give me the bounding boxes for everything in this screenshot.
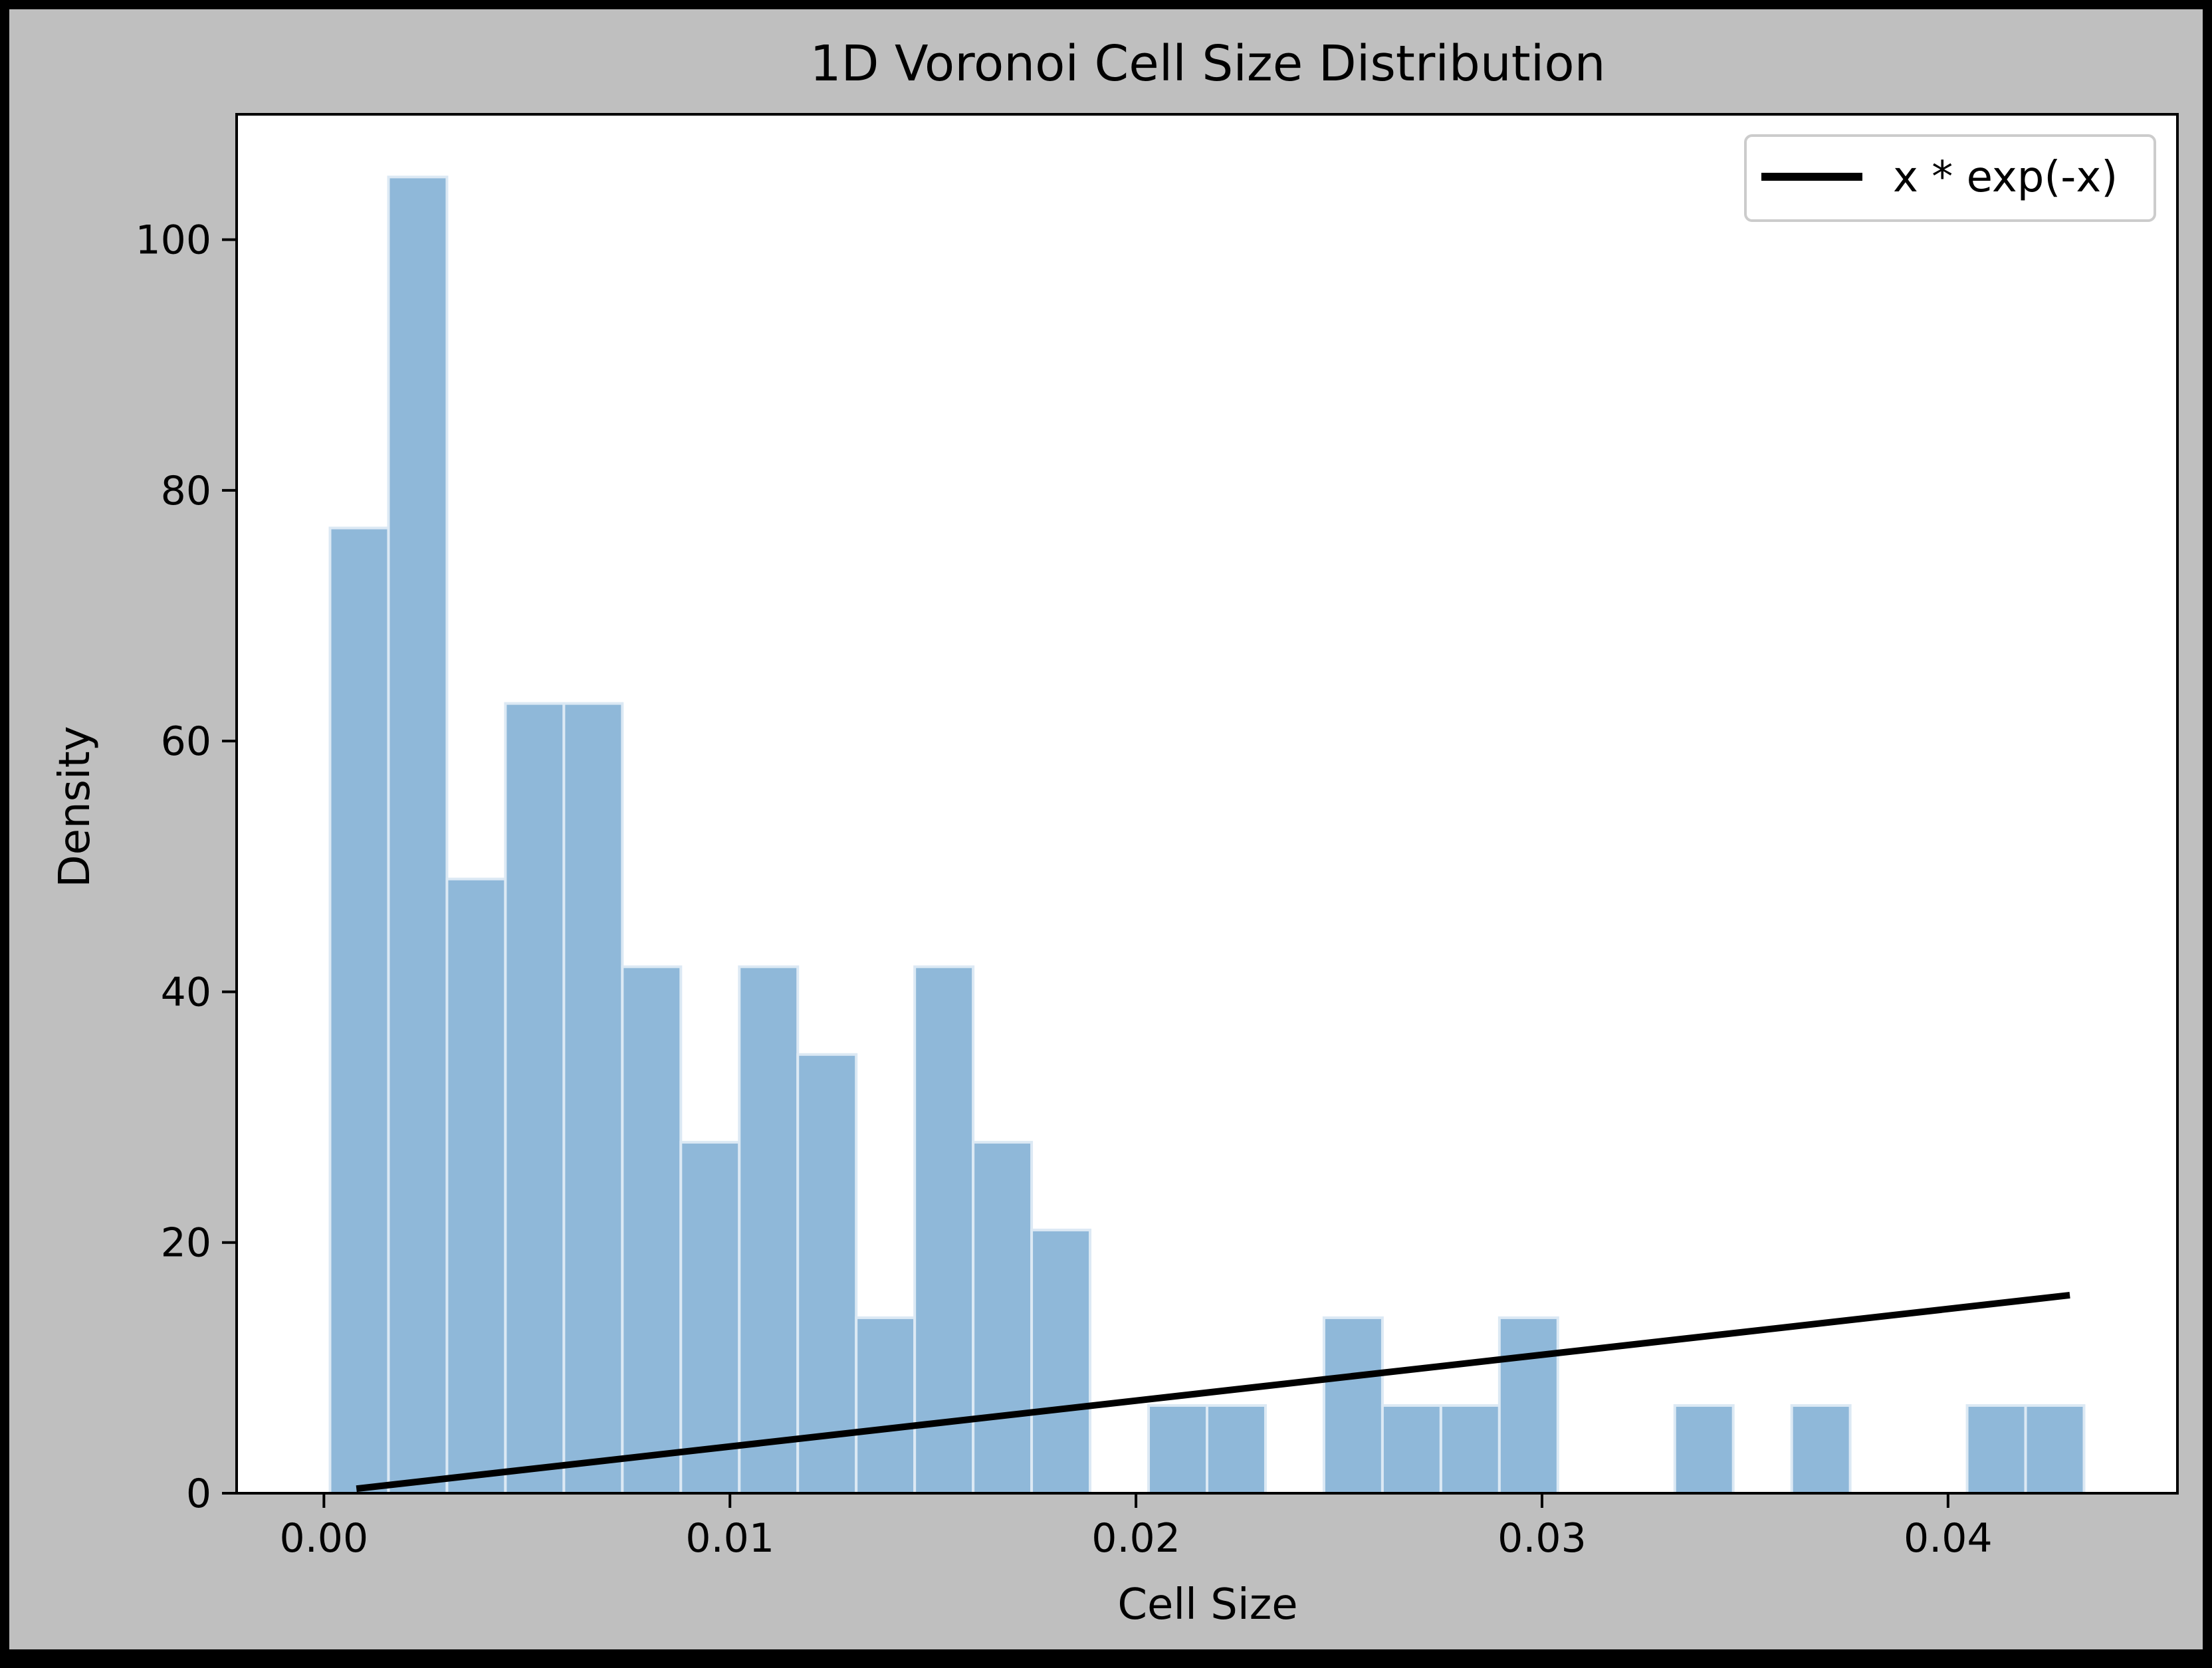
histogram-bar bbox=[562, 702, 624, 1495]
histogram-bar bbox=[679, 1140, 741, 1495]
series-line bbox=[356, 1291, 2070, 1493]
y-axis: 0 20 40 60 80 100 bbox=[135, 217, 237, 1517]
histogram-chart: 1D Voronoi Cell Size Distribution 0.00 0.… bbox=[51, 35, 2179, 1629]
x-axis-label: Cell Size bbox=[1117, 1580, 1297, 1629]
histogram-bar bbox=[913, 965, 975, 1495]
histogram-bars bbox=[328, 175, 2086, 1495]
chart-title: 1D Voronoi Cell Size Distribution bbox=[810, 35, 1605, 92]
x-axis: 0.00 0.01 0.02 0.03 0.04 bbox=[280, 1493, 1993, 1562]
histogram-bar bbox=[796, 1053, 858, 1495]
legend-box bbox=[1744, 134, 2156, 222]
histogram-bar bbox=[1965, 1404, 2027, 1495]
x-tick-label: 0.02 bbox=[1091, 1515, 1180, 1562]
histogram-bar bbox=[2024, 1404, 2086, 1495]
legend: x * exp(-x) bbox=[1744, 134, 2156, 222]
legend-label: x * exp(-x) bbox=[1893, 153, 2118, 202]
histogram-bar bbox=[1147, 1404, 1208, 1495]
histogram-bar bbox=[1673, 1404, 1735, 1495]
histogram-bar bbox=[1322, 1316, 1384, 1495]
histogram-bar bbox=[855, 1316, 917, 1495]
histogram-bar bbox=[1439, 1404, 1501, 1495]
x-tick-label: 0.03 bbox=[1497, 1515, 1587, 1562]
x-tick-label: 0.00 bbox=[280, 1515, 369, 1562]
y-axis-label: Density bbox=[51, 726, 100, 887]
y-tick-label: 40 bbox=[161, 969, 211, 1015]
histogram-bar bbox=[328, 526, 390, 1495]
histogram-bar bbox=[504, 702, 566, 1495]
histogram-bar bbox=[738, 965, 800, 1495]
x-tick-label: 0.04 bbox=[1904, 1515, 1993, 1562]
y-tick-label: 20 bbox=[161, 1220, 211, 1267]
y-tick-label: 80 bbox=[161, 468, 211, 514]
reference-curve bbox=[356, 1291, 2070, 1493]
histogram-bar bbox=[621, 965, 683, 1495]
histogram-bar bbox=[1030, 1228, 1092, 1495]
y-tick-label: 60 bbox=[161, 718, 211, 765]
histogram-bar bbox=[387, 175, 449, 1495]
histogram-bar bbox=[1790, 1404, 1852, 1495]
histogram-bar bbox=[1381, 1404, 1442, 1495]
plot-frame bbox=[235, 113, 2179, 1495]
histogram-bar bbox=[1497, 1316, 1559, 1495]
histogram-bar bbox=[1206, 1404, 1267, 1495]
histogram-bar bbox=[445, 877, 507, 1495]
histogram-bar bbox=[972, 1140, 1034, 1495]
x-tick-label: 0.01 bbox=[685, 1515, 774, 1562]
y-tick-label: 0 bbox=[186, 1471, 211, 1517]
y-tick-label: 100 bbox=[135, 217, 211, 264]
